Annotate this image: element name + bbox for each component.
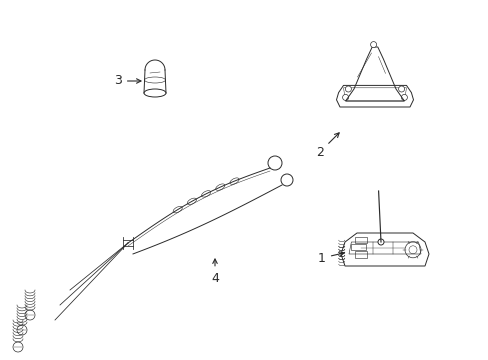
Circle shape xyxy=(377,239,383,245)
Text: 4: 4 xyxy=(211,259,219,284)
Circle shape xyxy=(13,342,23,352)
Text: 1: 1 xyxy=(317,252,344,265)
Bar xyxy=(354,251,366,258)
Bar xyxy=(354,237,366,243)
Circle shape xyxy=(398,86,404,92)
Text: 2: 2 xyxy=(315,133,339,158)
Circle shape xyxy=(25,310,35,320)
Circle shape xyxy=(342,94,348,100)
Circle shape xyxy=(401,94,407,100)
Circle shape xyxy=(345,86,351,92)
Bar xyxy=(351,244,365,250)
Text: 3: 3 xyxy=(114,75,141,87)
Circle shape xyxy=(370,42,376,48)
Circle shape xyxy=(17,325,27,335)
